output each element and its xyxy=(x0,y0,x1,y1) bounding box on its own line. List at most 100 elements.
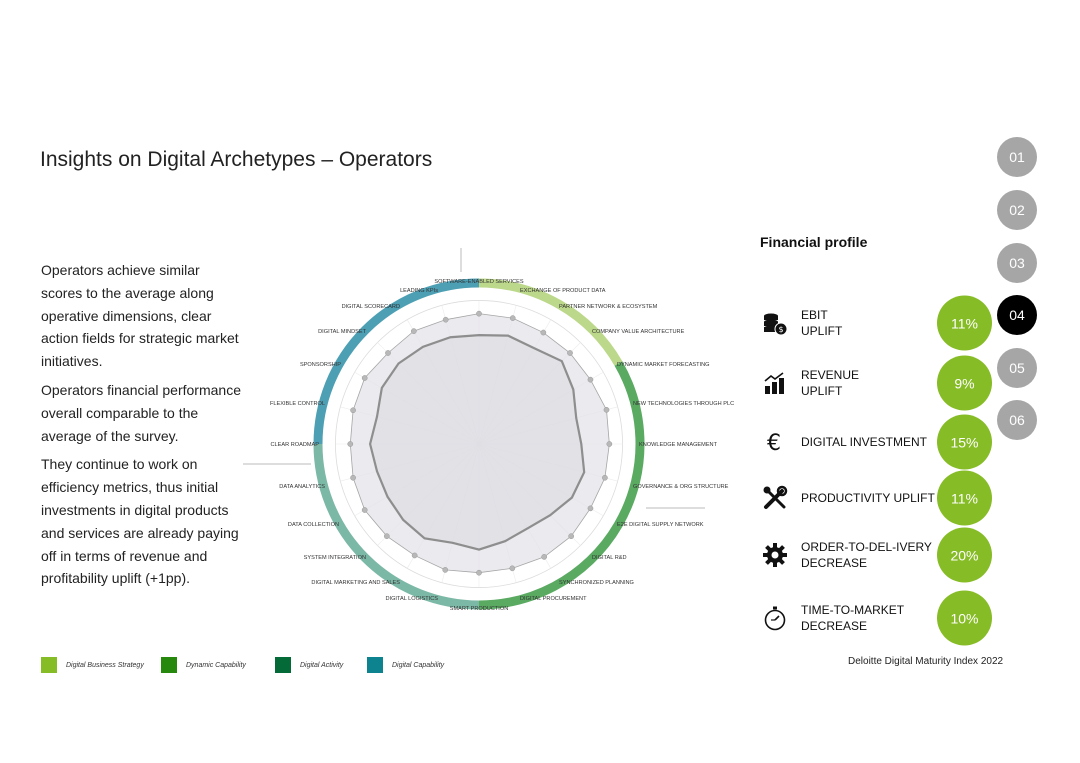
fp-row-time-to-market: TIME-TO-MARKET DECREASE 10% xyxy=(762,588,1002,648)
average-point xyxy=(361,507,368,513)
legend-swatch xyxy=(275,657,291,673)
paragraph-3: They continue to work on efficiency metr… xyxy=(41,456,239,587)
fp-value-order-to-delivery: 20% xyxy=(937,527,992,583)
axis-label: SYNCHRONIZED PLANNING xyxy=(559,580,634,586)
fp-row-digital-investment: € DIGITAL INVESTMENT 15% xyxy=(762,412,1002,472)
legend-swatch xyxy=(367,657,383,673)
average-point xyxy=(509,315,516,321)
financial-profile-title: Financial profile xyxy=(760,234,868,250)
fp-row-revenue: REVENUE UPLIFT 9% xyxy=(762,353,1002,413)
average-point xyxy=(606,441,613,447)
legend-label: Digital Capability xyxy=(392,661,445,669)
legend-item-capability: Digital Capability xyxy=(367,656,444,674)
axis-label: DYNAMIC MARKET FORECASTING xyxy=(617,362,710,368)
svg-text:€: € xyxy=(767,431,781,455)
fp-row-ebit: $ EBIT UPLIFT 11% xyxy=(762,293,1002,353)
axis-label: SYSTEM INTEGRATION xyxy=(304,555,366,561)
legend-item-strategy: Digital Business Strategy xyxy=(41,656,144,674)
legend-item-dynamic: Dynamic Capability xyxy=(161,656,246,674)
average-point xyxy=(602,474,608,481)
axis-label: GOVERNANCE & ORG STRUCTURE xyxy=(633,484,729,490)
average-point xyxy=(540,329,547,336)
average-point xyxy=(442,316,449,323)
axis-label: SOFTWARE-ENABLED SERVICES xyxy=(434,279,523,285)
axis-label: DATA COLLECTION xyxy=(288,522,339,528)
axis-label: DIGITAL MINDSET xyxy=(318,329,366,335)
nav-item-03[interactable]: 03 xyxy=(997,243,1037,283)
source-note: Deloitte Digital Maturity Index 2022 xyxy=(848,656,1004,667)
nav-item-02[interactable]: 02 xyxy=(997,190,1037,230)
average-point xyxy=(411,552,418,559)
axis-label: LEADING KPIs xyxy=(400,288,438,294)
fp-label-order-to-delivery: ORDER-TO-DEL-IVERY DECREASE xyxy=(801,540,932,570)
fp-value-digital-investment: 15% xyxy=(937,414,992,470)
stopwatch-icon xyxy=(764,606,786,631)
paragraph-1: Operators achieve similar scores to the … xyxy=(41,262,239,370)
fp-label-ebit: EBIT UPLIFT xyxy=(801,308,843,338)
paragraph-2: Operators financial performance overall … xyxy=(41,381,241,444)
fp-value-productivity: 11% xyxy=(937,470,992,526)
nav-item-04[interactable]: 04 xyxy=(997,295,1037,335)
average-point xyxy=(410,328,417,334)
fp-row-productivity: PRODUCTIVITY UPLIFT 11% xyxy=(762,468,1002,528)
fp-label-digital-investment: DIGITAL INVESTMENT xyxy=(801,435,928,449)
legend-label: Digital Business Strategy xyxy=(66,661,144,669)
axis-label: DIGITAL MARKETING AND SALES xyxy=(311,580,400,586)
ring-segment-1 xyxy=(478,278,623,366)
average-point xyxy=(587,505,594,512)
average-point xyxy=(350,474,356,481)
axis-label: DIGITAL PROCUREMENT xyxy=(520,596,587,602)
fp-row-order-to-delivery: ORDER-TO-DEL-IVERY DECREASE 20% xyxy=(762,525,1002,585)
axis-label: PARTNER NETWORK & ECOSYSTEM xyxy=(559,304,658,310)
legend-swatch xyxy=(161,657,177,673)
fp-value-ebit: 11% xyxy=(937,295,992,351)
fp-label-revenue: REVENUE UPLIFT xyxy=(801,368,860,398)
nav-item-05[interactable]: 05 xyxy=(997,348,1037,388)
average-point xyxy=(509,565,516,572)
description-text: Operators achieve similar scores to the … xyxy=(41,259,241,596)
ring-segment-2 xyxy=(478,361,645,610)
fp-label-productivity: PRODUCTIVITY UPLIFT xyxy=(801,491,935,505)
legend-item-activity: Digital Activity xyxy=(275,656,343,674)
nav-item-01[interactable]: 01 xyxy=(997,137,1037,177)
fp-label-time-to-market: TIME-TO-MARKET DECREASE xyxy=(801,603,905,633)
average-point xyxy=(347,441,354,447)
axis-label: DIGITAL SCORECARD xyxy=(342,304,400,310)
axis-label: EXCHANGE OF PRODUCT DATA xyxy=(520,288,606,294)
axis-label: KNOWLEDGE MANAGEMENT xyxy=(639,442,718,448)
coins-icon: $ xyxy=(764,313,788,336)
average-point xyxy=(350,407,356,414)
average-point xyxy=(568,533,575,540)
axis-label: COMPANY VALUE ARCHITECTURE xyxy=(592,329,685,335)
legend-label: Dynamic Capability xyxy=(186,661,246,669)
nav-item-06[interactable]: 06 xyxy=(997,400,1037,440)
average-point xyxy=(442,567,449,573)
axis-label: E2E DIGITAL SUPPLY NETWORK xyxy=(617,522,704,528)
axis-label: FLEXIBLE CONTROL xyxy=(270,401,325,407)
chart-legend: Digital Business Strategy Dynamic Capabi… xyxy=(41,656,561,674)
axis-label: DIGITAL R&D xyxy=(592,555,627,561)
tools-icon xyxy=(763,485,788,509)
average-point xyxy=(476,310,482,317)
axis-label: DIGITAL LOGISTICS xyxy=(385,596,438,602)
gear-icon xyxy=(763,543,787,567)
axis-label: CLEAR ROADMAP xyxy=(271,442,320,448)
svg-text:$: $ xyxy=(778,325,783,334)
average-point xyxy=(361,375,368,381)
axis-label: NEW TECHNOLOGIES THROUGH PLC xyxy=(633,401,734,407)
average-point xyxy=(476,569,482,576)
axis-label: DATA ANALYTICS xyxy=(279,484,325,490)
fp-value-revenue: 9% xyxy=(937,355,992,411)
axis-label: SMART PRODUCTION xyxy=(450,606,509,612)
series-operators-line xyxy=(368,333,586,551)
euro-icon: € xyxy=(767,431,781,455)
axis-label: SPONSORSHIP xyxy=(300,362,341,368)
average-point xyxy=(587,376,594,383)
fp-value-time-to-market: 10% xyxy=(937,590,992,646)
ring-segment-4 xyxy=(313,278,480,445)
average-point xyxy=(603,406,610,413)
average-point xyxy=(383,533,390,540)
ring-segment-3 xyxy=(313,443,480,610)
average-point xyxy=(541,554,548,560)
